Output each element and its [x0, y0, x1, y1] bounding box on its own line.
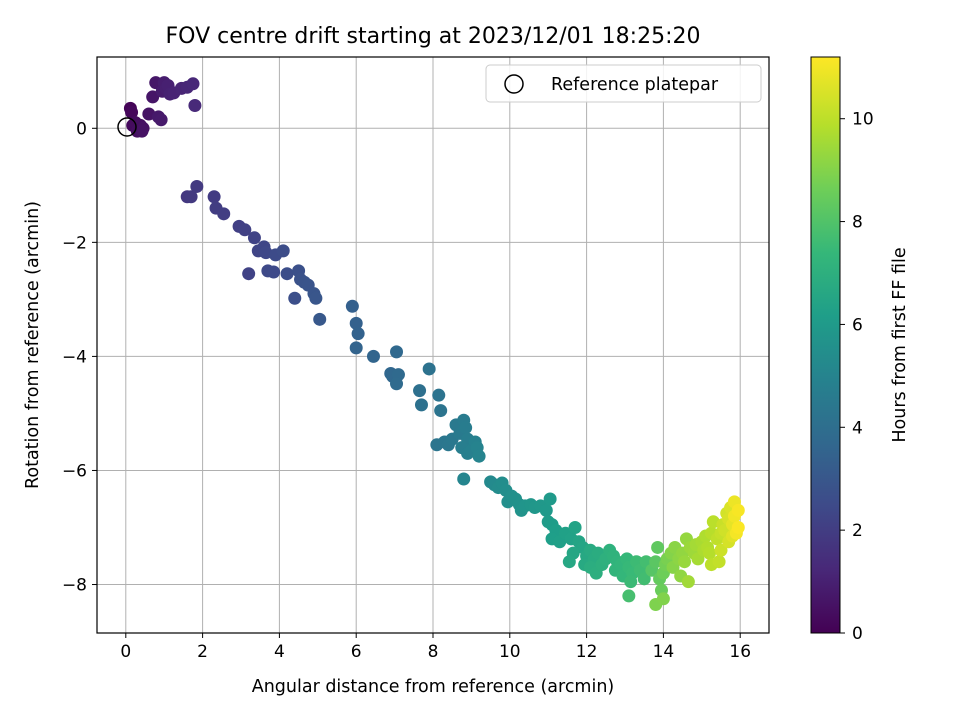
data-point	[562, 555, 576, 569]
y-tick-label: 0	[76, 119, 87, 139]
legend: Reference platepar	[485, 64, 762, 103]
colorbar-tick-label: 4	[852, 418, 863, 438]
x-tick-label: 16	[729, 642, 751, 662]
data-point	[184, 190, 198, 204]
data-point	[267, 265, 281, 279]
data-point	[280, 267, 294, 281]
data-point	[731, 520, 745, 534]
data-points	[123, 76, 745, 611]
data-point	[637, 572, 651, 586]
x-tick-label: 12	[576, 642, 598, 662]
data-point	[238, 223, 252, 237]
data-point	[714, 543, 728, 557]
x-tick-label: 4	[274, 642, 285, 662]
y-tick-label: −8	[62, 576, 87, 596]
data-point	[413, 384, 427, 398]
legend-box	[485, 64, 762, 103]
data-point	[459, 421, 473, 435]
data-point	[242, 267, 256, 281]
colorbar-tick-label: 8	[852, 213, 863, 233]
colorbar-tick-label: 0	[852, 624, 863, 644]
data-point	[217, 207, 231, 221]
data-point	[309, 291, 323, 305]
colorbar	[810, 56, 841, 634]
data-point	[190, 179, 204, 193]
data-point	[390, 345, 404, 359]
data-point	[712, 555, 726, 569]
data-point	[390, 377, 404, 391]
data-point	[351, 327, 365, 341]
y-tick-label: −2	[62, 233, 87, 253]
x-axis-label: Angular distance from reference (arcmin)	[252, 677, 615, 697]
y-axis-label: Rotation from reference (arcmin)	[23, 201, 43, 489]
data-point	[678, 555, 692, 569]
x-tick-label: 2	[197, 642, 208, 662]
data-point	[414, 398, 428, 412]
data-point	[276, 244, 290, 258]
data-point	[125, 105, 139, 119]
data-point	[681, 575, 695, 589]
data-point	[651, 540, 665, 554]
data-point	[539, 503, 553, 517]
chart-title: FOV centre drift starting at 2023/12/01 …	[166, 24, 701, 49]
data-point	[472, 449, 486, 463]
legend-marker-icon	[504, 74, 524, 94]
x-tick-label: 8	[428, 642, 439, 662]
data-point	[247, 231, 261, 245]
data-point	[349, 316, 363, 330]
data-point	[656, 592, 670, 606]
data-point	[422, 362, 436, 376]
data-point	[624, 575, 638, 589]
y-axis-ticks: −8 −6 −4 −2 0	[62, 119, 97, 596]
data-point	[207, 190, 221, 204]
x-tick-label: 10	[499, 642, 521, 662]
data-point	[702, 546, 716, 560]
data-point	[543, 492, 557, 506]
data-point	[313, 312, 327, 326]
data-point	[345, 299, 359, 313]
colorbar-tick-label: 6	[852, 315, 863, 335]
colorbar-label: Hours from first FF file	[890, 247, 910, 442]
data-point	[731, 503, 745, 517]
data-point	[432, 388, 446, 402]
data-point	[366, 349, 380, 363]
data-point	[146, 90, 160, 104]
colorbar-tick-label: 2	[852, 521, 863, 541]
data-point	[188, 98, 202, 112]
x-tick-label: 6	[351, 642, 362, 662]
data-point	[622, 589, 636, 603]
x-axis-ticks: 0 2 4 6 8 10 12 14 16	[120, 633, 751, 662]
data-point	[288, 291, 302, 305]
y-tick-label: −6	[62, 461, 87, 481]
reference-marker	[117, 117, 137, 137]
data-point	[349, 341, 363, 355]
colorbar-ticks: 0 2 4 6 8 10	[840, 110, 874, 644]
colorbar-tick-label: 10	[852, 110, 874, 130]
x-tick-label: 14	[653, 642, 675, 662]
data-point	[568, 520, 582, 534]
data-point	[434, 404, 448, 418]
data-point	[154, 113, 168, 127]
data-point	[135, 124, 149, 138]
data-point	[186, 77, 200, 91]
x-tick-label: 0	[120, 642, 131, 662]
legend-label: Reference platepar	[551, 75, 719, 95]
data-point	[457, 472, 471, 486]
y-tick-label: −4	[62, 347, 87, 367]
